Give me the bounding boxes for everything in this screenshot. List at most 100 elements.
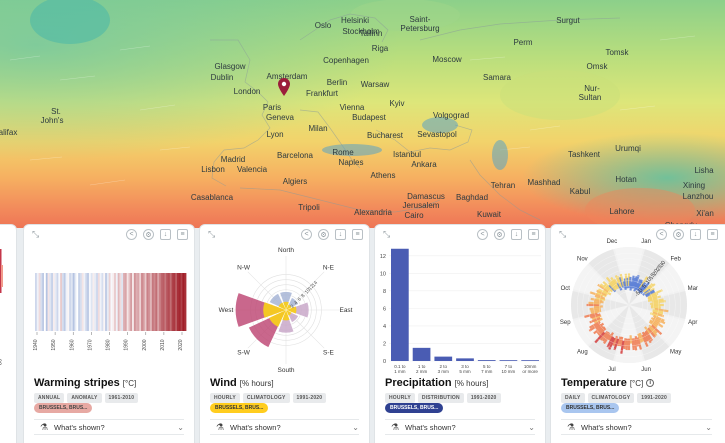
- settings-icon[interactable]: ⚙: [673, 229, 684, 240]
- tag-period[interactable]: HOURLY: [385, 393, 415, 403]
- daily-temp-bar: [588, 301, 601, 305]
- share-icon[interactable]: <: [126, 229, 137, 240]
- tag-range[interactable]: 1991-2020: [292, 393, 327, 403]
- share-icon[interactable]: <: [301, 229, 312, 240]
- download-icon[interactable]: ↓: [160, 229, 171, 240]
- year-label: 2010: [160, 339, 166, 350]
- wind-petal[interactable]: [277, 309, 295, 334]
- stripe-bar: [117, 273, 120, 331]
- download-icon[interactable]: ↓: [335, 229, 346, 240]
- precip-bar[interactable]: [391, 248, 409, 361]
- precip-bar[interactable]: [499, 360, 518, 361]
- whats-shown-label: What's shown?: [230, 422, 281, 432]
- info-icon[interactable]: i: [646, 379, 655, 388]
- precip-bar[interactable]: [521, 360, 539, 361]
- stripe-bar: [92, 273, 95, 331]
- tag-type[interactable]: CLIMATOLOGY: [587, 393, 635, 403]
- tag-type[interactable]: DISTRIBUTION: [417, 393, 464, 403]
- month-label: Oct: [561, 286, 571, 292]
- daily-temp-bar: [593, 300, 604, 304]
- card-partial-left[interactable]: 60: [0, 224, 17, 443]
- daily-temp-bar: [651, 298, 664, 303]
- ring-label: 14: [311, 280, 319, 288]
- location-tag[interactable]: BRUSSELS, BRUS...: [210, 403, 269, 413]
- download-icon[interactable]: ↓: [690, 229, 701, 240]
- settings-icon[interactable]: ⚙: [318, 229, 329, 240]
- city-label: Amsterdam: [266, 72, 308, 81]
- wind-petal[interactable]: [285, 301, 310, 319]
- whats-shown-toggle[interactable]: ⚗ What's shown? ⌄: [385, 419, 535, 435]
- daily-temp-bar: [612, 335, 619, 346]
- expand-icon[interactable]: ⤡: [32, 229, 40, 239]
- wind-petal-inner: [282, 310, 290, 321]
- daily-temp-bar: [634, 335, 639, 347]
- stripe-bar: [137, 273, 140, 331]
- city-label: Dublin: [210, 73, 234, 82]
- daily-temp-bar: [647, 294, 658, 300]
- tag-range[interactable]: 1991-2020: [466, 393, 501, 403]
- tag-type[interactable]: ANOMALY: [67, 393, 102, 403]
- expand-icon[interactable]: ⤡: [208, 229, 216, 239]
- expand-icon[interactable]: ⤡: [383, 229, 391, 239]
- city-label: Stockholm: [342, 27, 380, 36]
- stripe-bar: [69, 273, 72, 331]
- climate-map[interactable]: Helsinki Saint- Petersburg Surgut Oslo Stockh…: [0, 0, 725, 228]
- city-label: Lahore: [609, 207, 635, 216]
- location-tag[interactable]: BRUSSELS, BRUS...: [34, 403, 93, 413]
- stripe-bar: [173, 273, 176, 331]
- precip-bar[interactable]: [456, 358, 474, 361]
- wind-petal[interactable]: [235, 292, 287, 328]
- stripe-bar: [177, 273, 180, 331]
- tag-type[interactable]: CLIMATOLOGY: [242, 393, 290, 403]
- card-title: Wind [% hours]: [210, 377, 274, 389]
- settings-icon[interactable]: ⚙: [143, 229, 154, 240]
- tag-range[interactable]: 1991-2020: [637, 393, 671, 403]
- precip-bar[interactable]: [412, 347, 431, 361]
- tag-period[interactable]: ANNUAL: [34, 393, 65, 403]
- share-icon[interactable]: <: [656, 229, 667, 240]
- stripe-bar: [151, 273, 155, 331]
- daily-temp-bar: [638, 276, 649, 289]
- tag-range[interactable]: 1961-2010: [104, 393, 139, 403]
- location-tag[interactable]: BRUSSELS, BRUS...: [561, 403, 620, 413]
- card-precipitation[interactable]: ⤡ < ⚙ ↓ ≡ 12 10 8 6 4 2 0 0.1 to 1 mm 1 to 2 mm 2 t…: [374, 224, 546, 443]
- daily-temp-bar: [607, 332, 614, 341]
- location-tag[interactable]: BRUSSELS, BRUS...: [385, 403, 444, 413]
- share-icon[interactable]: <: [477, 229, 488, 240]
- whats-shown-toggle[interactable]: ⚗ What's shown? ⌄: [210, 419, 359, 435]
- stripe-bar: [43, 273, 47, 331]
- document-icon[interactable]: ≡: [528, 229, 539, 240]
- tag-period[interactable]: DAILY: [561, 393, 585, 403]
- whats-shown-toggle[interactable]: ⚗ What's shown? ⌄: [34, 419, 184, 435]
- month-label: Jan: [641, 239, 651, 245]
- direction-label: S-W: [237, 349, 251, 356]
- precip-bar[interactable]: [434, 356, 453, 361]
- stripes-chart[interactable]: 1940 1950 1960 1970 1980 1990 2000 2010 2020: [24, 225, 195, 375]
- card-warming-stripes[interactable]: ⤡ < ⚙ ↓ ≡ 1940 1950 1960 1970 1980 1990 2000 20…: [23, 224, 195, 443]
- temp-ring-label: -5: [634, 290, 642, 297]
- city-label: Frankfurt: [305, 89, 339, 98]
- expand-icon[interactable]: ⤡: [559, 229, 567, 239]
- card-wind[interactable]: ⤡ < ⚙ ↓ ≡ North N-E East S-E South S-W West N-W…: [199, 224, 370, 443]
- settings-icon[interactable]: ⚙: [494, 229, 505, 240]
- whats-shown-toggle[interactable]: ⚗ What's shown? ⌄: [561, 419, 712, 435]
- document-icon[interactable]: ≡: [352, 229, 363, 240]
- precip-bar[interactable]: [477, 360, 496, 361]
- daily-temp-bar: [626, 277, 630, 289]
- tag-period[interactable]: HOURLY: [210, 393, 240, 403]
- card-temperature[interactable]: ⤡ < ⚙ ↓ ≡ -5 0 5 10 15 20 25 30 Jan Feb Mar Apr May J…: [550, 224, 725, 443]
- title-unit: [°C]: [629, 379, 644, 388]
- daily-temp-bar: [631, 277, 636, 289]
- document-icon[interactable]: ≡: [177, 229, 188, 240]
- x-tick-label: 5 mm: [459, 369, 471, 374]
- location-pin-icon[interactable]: [278, 78, 290, 96]
- x-tick-label: 7 to: [505, 364, 513, 369]
- document-icon[interactable]: ≡: [707, 229, 718, 240]
- stripe-bar: [51, 273, 54, 331]
- wind-petal[interactable]: [279, 291, 293, 311]
- download-icon[interactable]: ↓: [511, 229, 522, 240]
- title-unit: [% hours]: [454, 379, 489, 388]
